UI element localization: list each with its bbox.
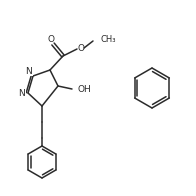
Text: OH: OH xyxy=(78,84,92,93)
Text: O: O xyxy=(77,44,84,53)
Text: CH₃: CH₃ xyxy=(101,34,116,44)
Text: O: O xyxy=(47,34,54,44)
Text: N: N xyxy=(19,89,25,97)
Text: N: N xyxy=(26,66,32,75)
